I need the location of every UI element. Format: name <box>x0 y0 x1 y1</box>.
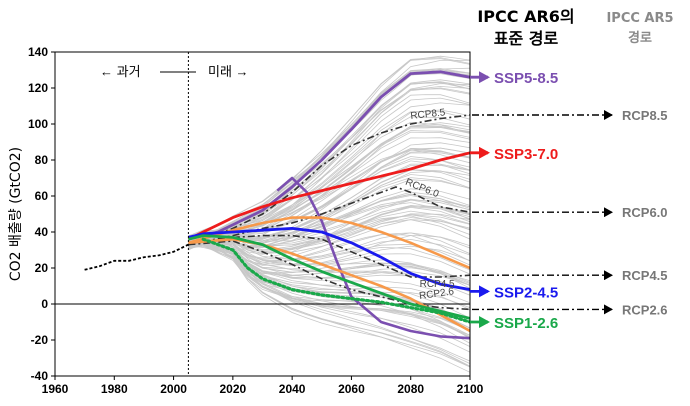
rcp-inline-label: RCP4.5 <box>420 279 455 290</box>
ar5-header-line1: IPCC AR5 <box>606 11 673 26</box>
rcp-line-rcp2-6 <box>188 240 470 311</box>
x-tick-label: 2040 <box>279 382 306 396</box>
y-tick-label: -20 <box>31 333 49 347</box>
x-axis-ticks: 1960 1980 2000 2020 2040 2060 2080 2100 <box>42 376 484 396</box>
ensemble-line <box>188 237 470 286</box>
ssp1-dotted-line <box>201 237 470 324</box>
ensemble-line <box>188 244 470 339</box>
ar6-header-line2: 표준 경로 <box>494 29 559 48</box>
rcp-arrow-label: RCP4.5 <box>622 268 668 283</box>
ar5-header-line2: 경로 <box>628 30 652 46</box>
historical-line <box>84 243 189 271</box>
y-tick-label: 80 <box>35 153 49 167</box>
ensemble-line <box>188 239 470 367</box>
rcp-line-rcp8-5 <box>188 114 470 246</box>
ssp-arrow-label: SSP2-4.5 <box>494 284 558 301</box>
ssp-pathways <box>187 70 470 320</box>
ssp-line-ssp2-4-5 <box>188 226 470 291</box>
ssp-arrow-label: SSP1-2.6 <box>494 315 558 332</box>
ssp-line-ssp3-7-0 <box>187 151 470 241</box>
y-tick-label: 20 <box>35 261 49 275</box>
y-tick-label: 120 <box>28 81 48 95</box>
ssp-line-ssp1-2-6 <box>188 234 470 320</box>
ssp-line-ssp5-8-5 <box>188 70 470 241</box>
rcp-inline-label: RCP8.5 <box>410 107 446 122</box>
ensemble-line <box>188 239 470 368</box>
ensemble-line <box>188 241 470 373</box>
y-tick-label: 60 <box>35 189 49 203</box>
y-axis-label: CO2 배출량 (GtCO2) <box>8 147 24 281</box>
ssp-arrow-label: SSP3-7.0 <box>494 146 558 163</box>
rcp-arrow-label: RCP8.5 <box>622 108 668 123</box>
rcp-arrow-label: RCP2.6 <box>622 302 668 317</box>
ensemble-line <box>188 102 470 239</box>
plot-frame <box>54 51 471 377</box>
x-tick-label: 2100 <box>457 382 484 396</box>
y-tick-label: -40 <box>31 369 49 383</box>
x-tick-label: 1980 <box>101 382 128 396</box>
historical-emissions <box>84 243 189 271</box>
x-tick-label: 2020 <box>220 382 247 396</box>
x-tick-label: 1960 <box>42 382 69 396</box>
scenario-ensemble <box>188 55 470 373</box>
ensemble-line <box>188 232 470 311</box>
x-tick-label: 2080 <box>397 382 424 396</box>
y-tick-label: 100 <box>28 117 48 131</box>
ensemble-line <box>188 73 470 237</box>
y-tick-label: 140 <box>28 45 48 59</box>
rcp-line-rcp4-5 <box>188 234 470 278</box>
extra-pathway-line <box>188 216 470 270</box>
y-tick-label: 40 <box>35 225 49 239</box>
future-label: 미래 → <box>208 64 249 79</box>
ensemble-line <box>188 193 470 248</box>
x-tick-label: 2060 <box>338 382 365 396</box>
y-axis-ticks: -40 -20 0 20 40 60 80 100 120 140 <box>28 45 55 383</box>
y-tick-label: 0 <box>41 297 48 311</box>
ensemble-line <box>188 68 470 237</box>
ensemble-line <box>188 238 470 362</box>
past-label: ← 과거 <box>100 64 141 79</box>
ensemble-line <box>188 243 470 324</box>
pathway-arrows: RCP8.5 RCP6.0 RCP4.5 RCP2.6 SSP5-8.5 SSP3-7.0… <box>470 70 668 332</box>
x-tick-label: 2000 <box>160 382 187 396</box>
ar6-header-line1: IPCC AR6의 <box>477 7 574 26</box>
rcp-arrow-label: RCP6.0 <box>622 205 668 220</box>
ssp-arrow-label: SSP5-8.5 <box>494 70 558 87</box>
rcp-inline-label: RCP2.6 <box>418 286 455 302</box>
